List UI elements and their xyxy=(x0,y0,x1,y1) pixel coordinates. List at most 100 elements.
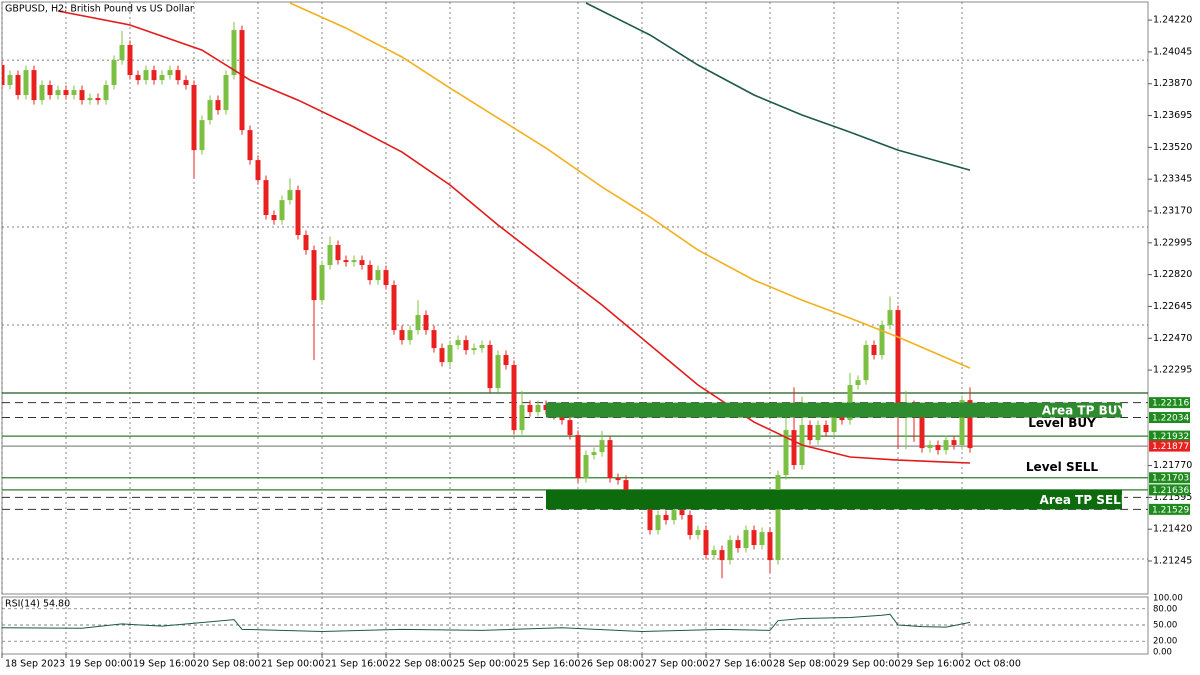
candle-body xyxy=(175,70,181,81)
candle-body xyxy=(87,98,93,101)
rsi-plot xyxy=(2,608,1148,642)
candle-body xyxy=(735,540,741,549)
y-tick-label: 1.21245 xyxy=(1153,556,1192,567)
candle-body xyxy=(719,550,725,561)
candle-body xyxy=(391,285,397,331)
rsi-tick-label: 20.00 xyxy=(1153,637,1177,647)
candle-body xyxy=(503,355,509,365)
price-tag xyxy=(1149,484,1190,496)
price-tag xyxy=(1149,412,1190,424)
x-tick-label: 20 Sep 08:00 xyxy=(197,659,260,670)
candle-body xyxy=(271,215,277,221)
candle-body xyxy=(863,345,869,381)
price-tag-label: 1.21932 xyxy=(1152,432,1189,442)
y-tick-label: 1.21595 xyxy=(1153,492,1192,503)
candle-body xyxy=(663,515,669,521)
candle-body xyxy=(927,445,933,449)
candle-body xyxy=(343,260,349,263)
y-tick-label: 1.23695 xyxy=(1153,110,1192,121)
rsi-line xyxy=(2,613,971,632)
candle-body xyxy=(311,250,317,301)
candle-body xyxy=(167,70,173,75)
x-tick-label: 22 Sep 08:00 xyxy=(389,659,452,670)
x-tick-label: 2 Oct 08:00 xyxy=(965,659,1021,670)
candle-body xyxy=(791,430,797,465)
candle-body xyxy=(95,98,101,101)
candle-body xyxy=(671,510,677,521)
candle-body xyxy=(583,455,589,479)
x-tick-label: 25 Sep 16:00 xyxy=(517,659,580,670)
candle-body xyxy=(231,30,237,75)
candle-body xyxy=(111,60,117,85)
candle-body xyxy=(71,90,77,95)
candle-body xyxy=(479,345,485,349)
price-tag-label: 1.21877 xyxy=(1152,442,1189,452)
candle-body xyxy=(351,260,357,263)
price-tag xyxy=(1149,397,1190,409)
rsi-tick-label: 100.00 xyxy=(1153,594,1183,604)
candle-body xyxy=(215,100,221,111)
candle-body xyxy=(223,75,229,111)
x-tick-label: 25 Sep 00:00 xyxy=(453,659,516,670)
candle-body xyxy=(287,190,293,201)
chart-title: GBPUSD, H2: British Pound vs US Dollar xyxy=(5,4,194,15)
candle-body xyxy=(959,400,965,445)
candle-body xyxy=(183,80,189,85)
candle-body xyxy=(855,380,861,385)
x-tick-label: 19 Sep 16:00 xyxy=(133,659,196,670)
candle-body xyxy=(727,540,733,561)
moving-average xyxy=(585,2,971,171)
y-tick-label: 1.21770 xyxy=(1153,460,1192,471)
candle-body xyxy=(151,70,157,81)
candle-body xyxy=(527,405,533,413)
price-tag-label: 1.22034 xyxy=(1152,414,1189,424)
x-tick-label: 21 Sep 16:00 xyxy=(325,659,388,670)
candle-body xyxy=(567,420,573,435)
candle-body xyxy=(7,75,13,85)
candle-body xyxy=(255,160,261,181)
annotation: Level BUY xyxy=(1028,416,1096,430)
y-tick-label: 1.23870 xyxy=(1153,78,1192,89)
candle-body xyxy=(207,100,213,121)
x-tick-label: 19 Sep 00:00 xyxy=(69,659,132,670)
y-tick-label: 1.22295 xyxy=(1153,365,1192,376)
candle-body xyxy=(783,430,789,475)
candle-body xyxy=(303,235,309,251)
y-tick-label: 1.22470 xyxy=(1153,333,1192,344)
candle-body xyxy=(591,452,597,455)
candle-body xyxy=(55,90,61,95)
x-tick-label: 18 Sep 2023 xyxy=(5,659,65,670)
price-tag-label: 1.21703 xyxy=(1152,474,1189,484)
y-tick-label: 1.22995 xyxy=(1153,237,1192,248)
candle-body xyxy=(967,400,973,449)
candle-body xyxy=(743,530,749,549)
x-tick-label: 26 Sep 08:00 xyxy=(581,659,644,670)
candle-body xyxy=(263,180,269,215)
candle-body xyxy=(383,270,389,285)
y-tick-label: 1.23345 xyxy=(1153,174,1192,185)
candle-body xyxy=(887,310,893,325)
candle-body xyxy=(767,532,773,561)
candle-body xyxy=(919,415,925,449)
zone xyxy=(546,489,1122,510)
y-tick-label: 1.22645 xyxy=(1153,301,1192,312)
x-tick-label: 29 Sep 16:00 xyxy=(901,659,964,670)
candle-body xyxy=(599,440,605,453)
price-tag xyxy=(1149,503,1190,515)
candle-body xyxy=(647,500,653,531)
x-tick-label: 27 Sep 16:00 xyxy=(709,659,772,670)
candle-body xyxy=(63,90,69,95)
price-tag xyxy=(1149,430,1190,442)
candle-body xyxy=(135,75,141,81)
candle-body xyxy=(415,315,421,331)
candle-body xyxy=(327,245,333,265)
price-tag-label: 1.22116 xyxy=(1152,399,1189,409)
candle-body xyxy=(295,190,301,235)
x-tick-label: 29 Sep 00:00 xyxy=(837,659,900,670)
rsi-tick-label: 0.00 xyxy=(1153,648,1172,658)
candle-body xyxy=(455,340,461,345)
rsi-tick-label: 50.00 xyxy=(1153,621,1177,631)
candle-body xyxy=(423,315,429,331)
annotation: Level SELL xyxy=(1026,460,1099,474)
candle-body xyxy=(463,340,469,351)
